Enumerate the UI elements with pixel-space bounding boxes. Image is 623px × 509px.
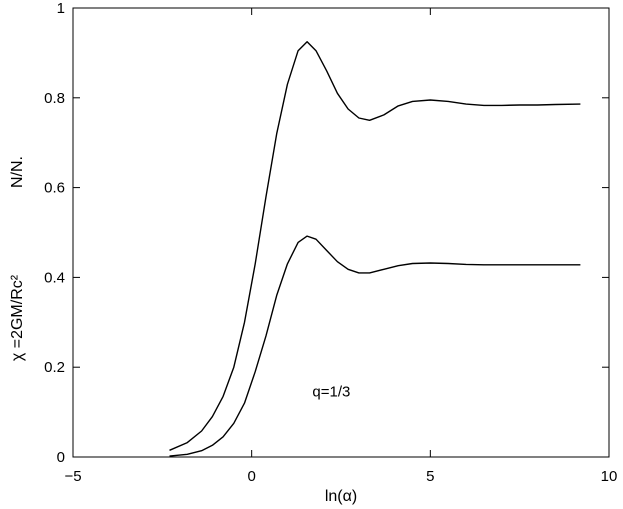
- y-axis-label-upper: N/N.: [9, 156, 26, 188]
- series-group: [169, 41, 581, 457]
- y-tick-label: 0.6: [44, 180, 65, 197]
- y-axis-label-lower: χ =2GM/Rc²: [9, 274, 26, 361]
- series-line-1: [169, 41, 581, 451]
- x-tick-label: 10: [601, 468, 618, 485]
- ticks: [72, 7, 610, 458]
- x-tick-label: 5: [426, 468, 434, 485]
- y-tick-label: 0.8: [44, 90, 65, 107]
- plot-frame: [72, 7, 610, 458]
- series-line-2: [169, 235, 581, 457]
- annotation-q: q=1/3: [312, 383, 350, 400]
- x-tick-label: 0: [247, 468, 255, 485]
- tick-labels: −5 0 5 10 0 0.2 0.4 0.6 0.8 1: [44, 0, 617, 485]
- y-tick-label: 0.2: [44, 359, 65, 376]
- y-tick-label: 0: [57, 449, 65, 466]
- x-axis-label: ln(α): [325, 488, 357, 505]
- y-tick-label: 0.4: [44, 269, 65, 286]
- x-tick-label: −5: [64, 468, 81, 485]
- y-tick-label: 1: [57, 0, 65, 17]
